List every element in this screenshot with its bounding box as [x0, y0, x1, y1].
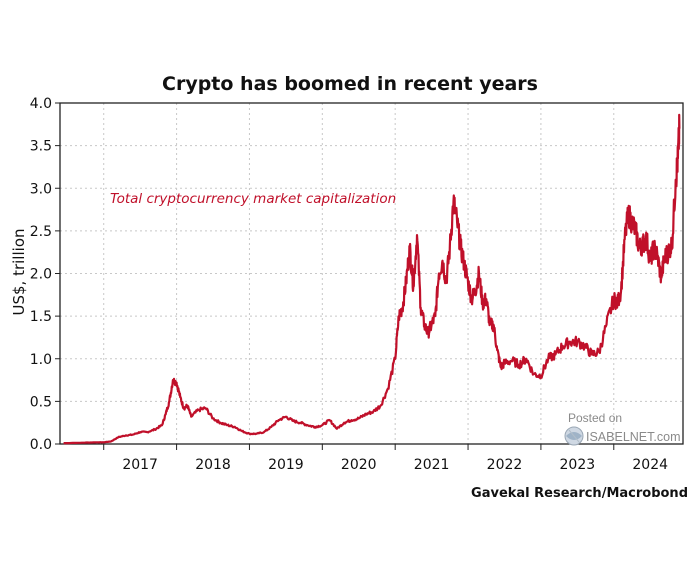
- y-tick-label: 3.5: [30, 139, 52, 155]
- chart-title: Crypto has boomed in recent years: [162, 73, 538, 95]
- y-tick-label: 2.5: [30, 224, 52, 240]
- y-tick-label: 4.0: [30, 96, 52, 112]
- y-tick-label: 2.0: [30, 267, 52, 283]
- x-tick-label: 2021: [414, 457, 450, 473]
- x-tick-label: 2023: [560, 457, 596, 473]
- source-label: Gavekal Research/Macrobond: [471, 486, 688, 501]
- watermark-line1: Posted on: [568, 411, 622, 425]
- grid: [60, 103, 683, 444]
- watermark-line2: ISABELNET.com: [586, 430, 680, 444]
- y-tick-label: 0.0: [30, 437, 52, 453]
- x-tick-label: 2022: [487, 457, 523, 473]
- watermark: Posted on ISABELNET.com: [564, 411, 680, 446]
- x-axis: 2017 2018 2019 2020 2021 2022 2023 2024: [103, 444, 668, 473]
- x-tick-label: 2020: [341, 457, 377, 473]
- series-annotation: Total cryptocurrency market capitalizati…: [110, 191, 396, 207]
- y-axis: 0.0 0.5 1.0 1.5 2.0 2.5 3.0 3.5 4.0: [30, 96, 60, 453]
- y-tick-label: 3.0: [30, 181, 52, 197]
- y-tick-label: 1.0: [30, 352, 52, 368]
- y-tick-label: 0.5: [30, 394, 52, 410]
- x-tick-label: 2019: [268, 457, 304, 473]
- x-tick-label: 2018: [195, 457, 231, 473]
- y-tick-label: 1.5: [30, 309, 52, 325]
- x-tick-label: 2017: [122, 457, 158, 473]
- series-line: [63, 113, 681, 445]
- y-axis-label: US$, trillion: [10, 229, 28, 316]
- globe-icon: [564, 426, 584, 446]
- x-tick-label: 2024: [632, 457, 668, 473]
